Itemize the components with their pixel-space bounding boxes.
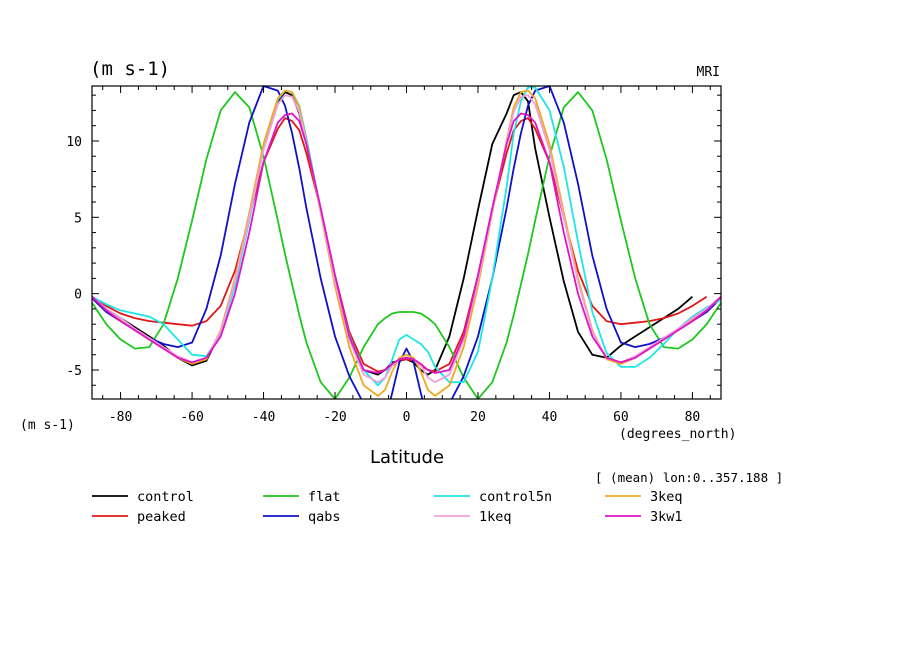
x-tick-label: 20 [470, 410, 486, 425]
series-line-control [92, 91, 693, 376]
y-tick-label: 10 [66, 135, 82, 150]
x-tick-label: -20 [323, 410, 346, 425]
x-axis-title: Latitude [370, 447, 444, 468]
legend-label-3keq: 3keq [650, 489, 683, 505]
y-tick-label: -5 [66, 364, 82, 379]
legend-label-control: control [137, 489, 194, 505]
x-axis-ticks: -80 -60 -40 -20 0 20 40 60 80 [102, 86, 711, 425]
legend-label-flat: flat [308, 489, 341, 505]
x-tick-label: 60 [613, 410, 629, 425]
chart-subtitle: [ (mean) lon:0..357.188 ] [595, 470, 783, 485]
series-lines [92, 85, 721, 399]
model-label: MRI [697, 65, 720, 80]
legend-label-peaked: peaked [137, 509, 186, 525]
x-tick-label: 0 [403, 410, 411, 425]
series-line-peaked [92, 117, 708, 373]
y-tick-label: 5 [74, 211, 82, 226]
unit-label-top: (m s-1) [90, 58, 170, 80]
legend-label-control5n: control5n [479, 489, 552, 505]
series-line-3kw1 [92, 112, 721, 374]
series-line-control5n [92, 86, 721, 387]
x-tick-label: -60 [180, 410, 203, 425]
x-tick-label: 80 [685, 410, 701, 425]
series-line-flat [92, 91, 721, 399]
unit-label-left: (m s-1) [20, 418, 75, 433]
x-tick-label: -40 [252, 410, 275, 425]
x-tick-label: 40 [542, 410, 558, 425]
legend-label-3kw1: 3kw1 [650, 509, 683, 525]
legend-label-1keq: 1keq [479, 509, 512, 525]
series-line-1keq [92, 94, 721, 384]
y-axis-ticks: -5 0 5 10 [66, 94, 721, 386]
x-unit-label: (degrees_north) [619, 427, 736, 442]
legend: control peaked flat qabs control5n 3keq 1keq 3k… [92, 489, 683, 525]
y-tick-label: 0 [74, 288, 82, 303]
x-tick-label: -80 [109, 410, 132, 425]
legend-label-qabs: qabs [308, 509, 341, 525]
series-line-qabs [92, 85, 721, 399]
